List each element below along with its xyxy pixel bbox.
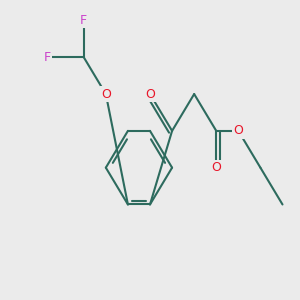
Text: F: F	[44, 51, 50, 64]
Text: O: O	[233, 124, 243, 137]
Text: F: F	[80, 14, 87, 27]
Text: O: O	[145, 88, 155, 100]
Text: O: O	[211, 161, 221, 174]
Text: O: O	[101, 88, 111, 100]
